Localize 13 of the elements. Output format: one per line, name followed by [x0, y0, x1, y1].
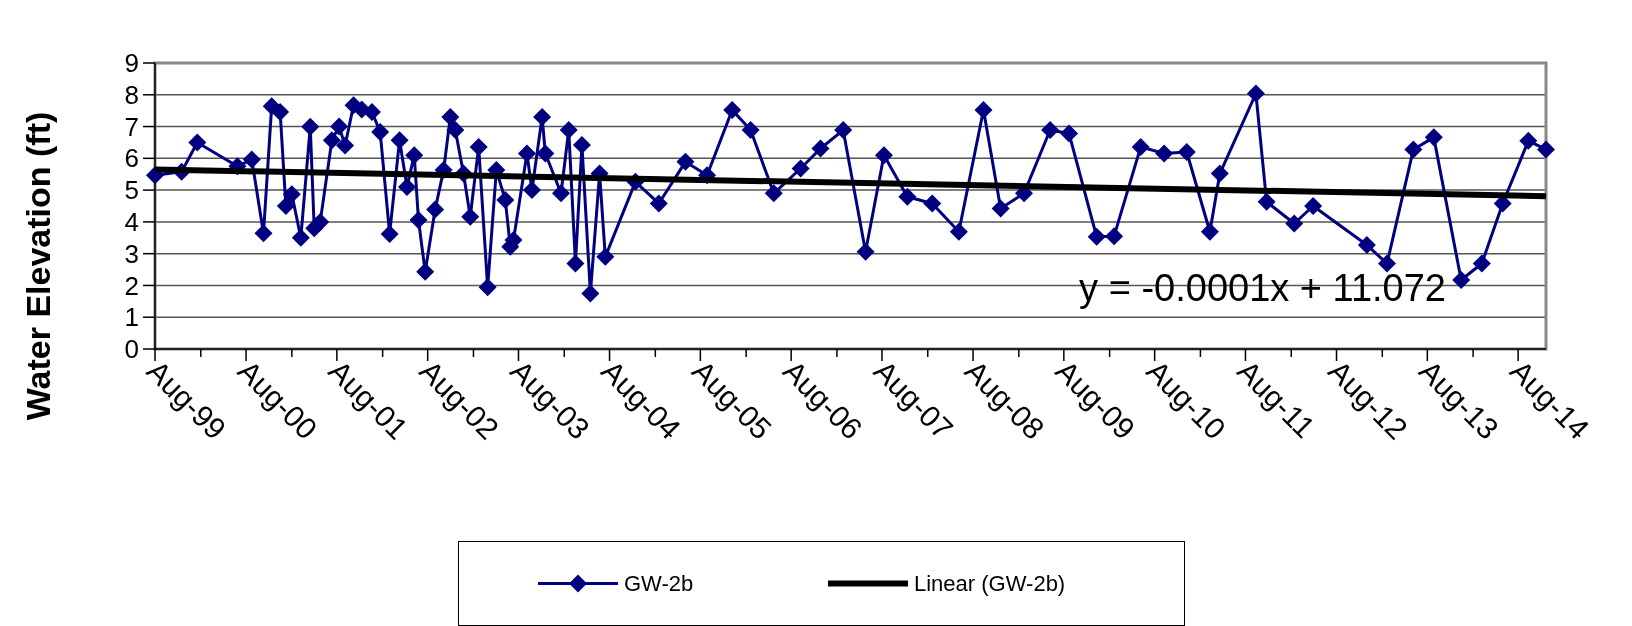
- y-tick-label: 0: [124, 334, 139, 365]
- legend-label: Linear (GW-2b): [914, 571, 1066, 597]
- y-tick-label: 2: [124, 270, 139, 301]
- y-tick-label: 1: [124, 302, 139, 333]
- y-tick-label: 7: [124, 111, 139, 142]
- y-axis-title: Water Elevation (ft): [19, 111, 57, 421]
- y-tick-label: 5: [124, 175, 139, 206]
- legend-label: GW-2b: [624, 571, 694, 597]
- y-tick-label: 6: [124, 143, 139, 174]
- y-tick-label: 4: [124, 206, 139, 237]
- y-tick-label: 8: [124, 79, 139, 110]
- y-tick-label: 9: [124, 48, 139, 79]
- y-tick-label: 3: [124, 238, 139, 269]
